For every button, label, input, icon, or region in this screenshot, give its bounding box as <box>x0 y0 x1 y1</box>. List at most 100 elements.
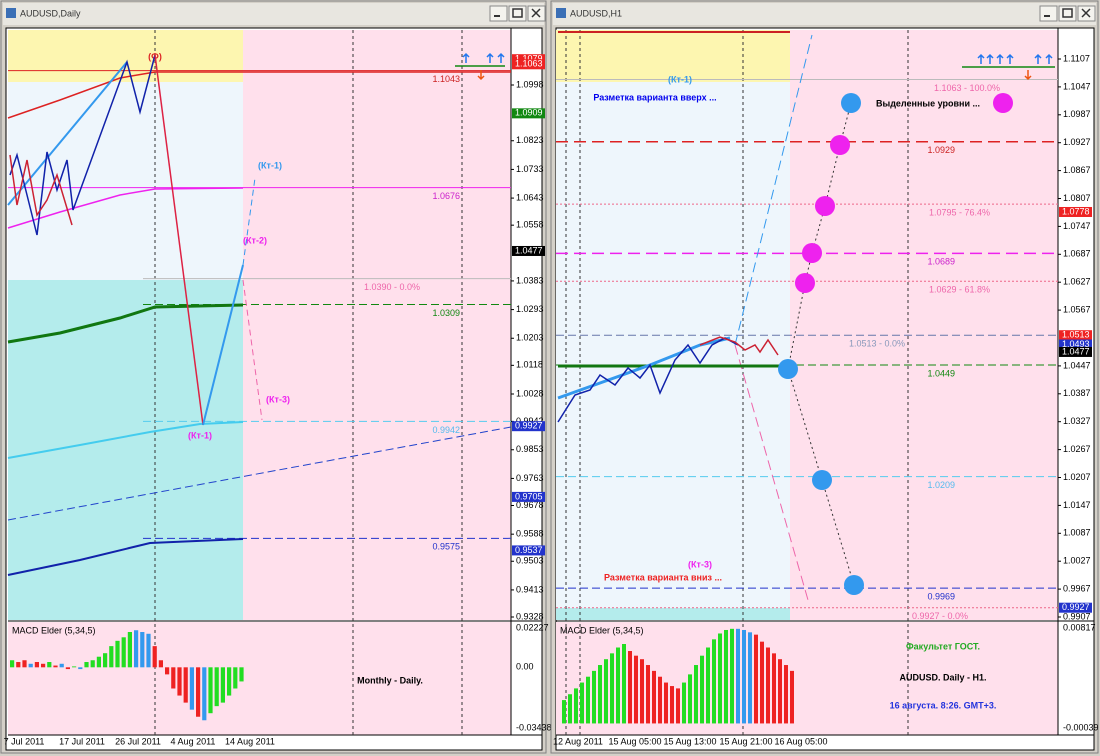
signal-arrow <box>1045 53 1053 64</box>
price-box-label: 1.0513 <box>1062 330 1090 340</box>
price-curve <box>7 61 128 206</box>
button-glyph <box>512 8 523 18</box>
level-marker <box>802 243 822 263</box>
price-label: 1.0147 <box>1063 500 1091 510</box>
price-label: 1.1047 <box>1063 81 1091 91</box>
histogram-bar <box>41 663 46 668</box>
price-label: 0.9588 <box>516 529 544 539</box>
level-marker <box>830 135 850 155</box>
histogram-bar <box>78 667 83 670</box>
histogram-bar <box>239 667 244 682</box>
histogram-bar <box>604 659 608 724</box>
indicator-scale: 0.00 <box>516 662 534 672</box>
minimize-button[interactable] <box>489 5 508 22</box>
price-box-label: 0.9927 <box>1062 602 1090 612</box>
level-label: 1.0209 <box>927 480 955 490</box>
histogram-bar <box>772 653 776 724</box>
histogram-bar <box>47 662 52 668</box>
histogram-bar <box>634 655 638 724</box>
histogram-bar <box>103 653 108 668</box>
level-label: 1.1043 <box>432 74 460 84</box>
histogram-bar <box>53 665 58 668</box>
bg-future <box>790 30 1058 620</box>
level-marker <box>841 93 861 113</box>
annotation: (Кт-1) <box>668 74 692 84</box>
price-curve <box>699 336 779 356</box>
histogram-bar <box>694 665 698 724</box>
annotation: (Кт-2) <box>243 235 267 245</box>
histogram-bar <box>59 663 64 668</box>
price-label: 0.9763 <box>516 473 544 483</box>
histogram-bar <box>652 670 656 724</box>
histogram-bar <box>183 667 188 703</box>
level-label: 1.0629 - 61.8% <box>929 285 990 295</box>
bg-future <box>243 30 511 620</box>
histogram-bar <box>165 667 170 675</box>
price-curve <box>242 279 263 421</box>
indicator-scale: -0.00039 <box>1063 722 1099 732</box>
signal-arrow <box>477 70 485 81</box>
level-marker <box>812 470 832 490</box>
signal-arrow <box>1024 70 1032 81</box>
price-curve <box>7 303 244 344</box>
price-label: 1.0867 <box>1063 165 1091 175</box>
price-label: 1.0383 <box>516 275 544 285</box>
level-label: 1.0689 <box>927 257 955 267</box>
histogram-bar <box>127 632 132 668</box>
time-label: 14 Aug 2011 <box>225 736 275 746</box>
price-label: 1.0627 <box>1063 277 1091 287</box>
histogram-bar <box>616 647 620 724</box>
price-box <box>512 108 545 119</box>
price-label: 1.0118 <box>516 360 543 370</box>
price-box <box>1059 346 1092 357</box>
price-label: 1.0028 <box>516 388 544 398</box>
level-label: 1.0676 <box>432 191 460 201</box>
histogram-bar <box>208 667 213 714</box>
histogram-bar <box>16 662 21 668</box>
bg-middle <box>556 82 790 608</box>
level-label: 0.9942 <box>432 425 460 435</box>
signal-arrow <box>977 53 985 64</box>
annotation: (Кт-1) <box>188 430 212 440</box>
time-label: 4 Aug 2011 <box>171 736 216 746</box>
price-curve <box>734 34 813 346</box>
price-box-label: 1.0909 <box>515 108 543 118</box>
price-label: 1.0087 <box>1063 528 1091 538</box>
price-label: 1.0747 <box>1063 221 1091 231</box>
histogram-bar <box>682 682 686 724</box>
price-curve <box>7 71 511 119</box>
level-marker <box>993 93 1013 113</box>
price-curve <box>9 54 156 236</box>
indicator-name: MACD Elder (5,34,5) <box>12 625 96 635</box>
minimize-button[interactable] <box>1039 5 1058 22</box>
histogram-bar <box>706 647 710 724</box>
price-label: 1.0267 <box>1063 444 1091 454</box>
price-box <box>1059 339 1092 350</box>
window-title: AUDUSD,H1 <box>570 8 622 18</box>
histogram-bar <box>742 629 746 724</box>
price-box-label: 0.9537 <box>515 545 543 555</box>
price-label: 1.0203 <box>516 333 544 343</box>
price-label: 0.9413 <box>516 584 544 594</box>
price-label: 1.0987 <box>1063 109 1091 119</box>
price-label: 0.9503 <box>516 556 544 566</box>
button-glyph <box>531 8 541 18</box>
histogram-bar <box>754 634 758 724</box>
level-label: 1.0449 <box>927 368 955 378</box>
price-box <box>1059 206 1092 217</box>
price-box <box>512 491 545 502</box>
price-label: 1.0807 <box>1063 193 1091 203</box>
histogram-bar <box>214 667 219 707</box>
histogram-bar <box>65 667 70 670</box>
histogram-bar <box>580 682 584 724</box>
time-label: 12 Aug 2011 <box>553 736 603 746</box>
histogram-bar <box>233 667 238 689</box>
histogram-bar <box>121 637 126 668</box>
price-box <box>1059 602 1092 613</box>
histogram-bar <box>748 632 752 724</box>
price-curve <box>7 538 244 576</box>
histogram-bar <box>622 644 626 724</box>
time-label: 15 Aug 05:00 <box>608 736 661 746</box>
caption: 16 августа. 8:26. GMT+3. <box>890 700 997 710</box>
